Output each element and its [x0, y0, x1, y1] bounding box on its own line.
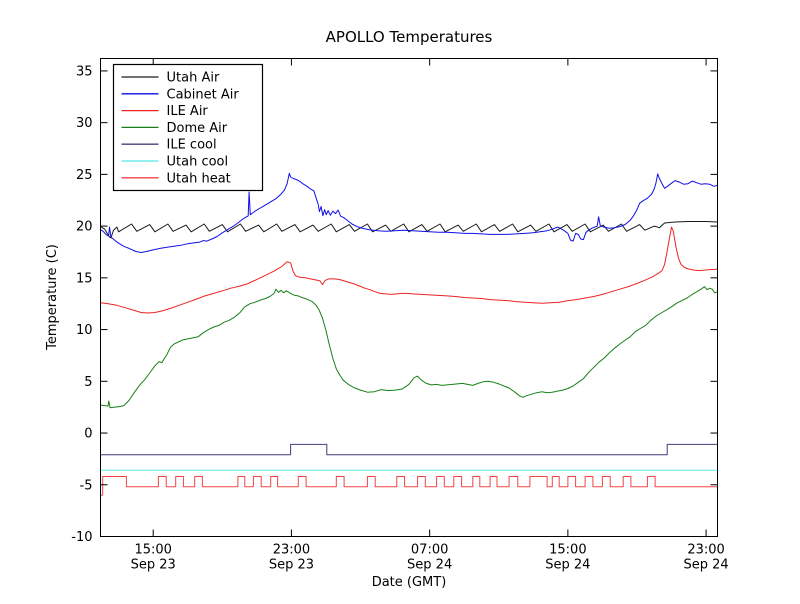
y-tick-label: 5 — [84, 375, 92, 390]
series-line-utah-air — [100, 221, 718, 239]
x-tick-label-time: 07:00 — [411, 543, 448, 558]
y-axis: -10 -5 0 5 10 15 20 25 30 35 — [71, 64, 718, 545]
legend-label: Utah Air — [167, 71, 220, 86]
plot-border — [100, 58, 718, 537]
x-tick-label-time: 23:00 — [273, 543, 310, 558]
y-tick-label: 15 — [76, 271, 93, 286]
x-axis-label: Date (GMT) — [372, 575, 447, 590]
series-line-utah-heat — [100, 476, 718, 496]
y-tick-label: 30 — [76, 116, 93, 131]
x-tick-label-time: 15:00 — [134, 543, 171, 558]
series-lines — [100, 172, 718, 496]
x-tick-label-date: Sep 24 — [407, 558, 452, 573]
y-tick-label: -10 — [71, 530, 92, 545]
x-tick-label-date: Sep 24 — [545, 558, 590, 573]
y-tick-label: 20 — [76, 220, 93, 235]
legend-label: Utah cool — [167, 155, 229, 170]
plot-frame — [100, 58, 718, 537]
chart-title: APOLLO Temperatures — [326, 28, 493, 46]
x-tick-label-date: Sep 23 — [269, 558, 314, 573]
x-tick-label-date: Sep 23 — [131, 558, 176, 573]
legend-label: ILE Air — [167, 104, 209, 119]
x-tick-label-date: Sep 24 — [684, 558, 729, 573]
y-tick-label: -5 — [80, 478, 93, 493]
series-line-cabinet-air — [100, 172, 718, 253]
y-axis-label: Temperature (C) — [45, 244, 60, 351]
y-tick-label: 35 — [76, 64, 93, 79]
series-line-ile-air — [100, 226, 718, 314]
series-line-dome-air — [100, 286, 718, 409]
y-tick-label: 0 — [84, 427, 92, 442]
x-tick-label-time: 23:00 — [687, 543, 724, 558]
x-tick-label-time: 15:00 — [549, 543, 586, 558]
legend-label: Utah heat — [167, 171, 231, 186]
legend-label: Dome Air — [167, 121, 228, 136]
y-tick-label: 10 — [76, 323, 93, 338]
legend-label: ILE cool — [167, 138, 217, 153]
legend-label: Cabinet Air — [167, 87, 240, 102]
y-tick-label: 25 — [76, 168, 93, 183]
series-line-ile-cool — [100, 443, 718, 456]
